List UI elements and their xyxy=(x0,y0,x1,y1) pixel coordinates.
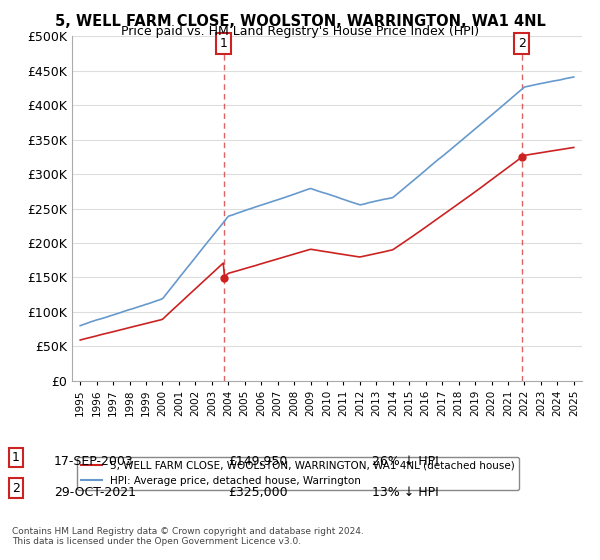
Text: 29-OCT-2021: 29-OCT-2021 xyxy=(54,486,136,499)
Text: 5, WELL FARM CLOSE, WOOLSTON, WARRINGTON, WA1 4NL: 5, WELL FARM CLOSE, WOOLSTON, WARRINGTON… xyxy=(55,14,545,29)
Text: 26% ↓ HPI: 26% ↓ HPI xyxy=(372,455,439,468)
Text: Price paid vs. HM Land Registry's House Price Index (HPI): Price paid vs. HM Land Registry's House … xyxy=(121,25,479,38)
Text: 2: 2 xyxy=(12,482,20,494)
Text: 1: 1 xyxy=(220,37,227,50)
Text: 17-SEP-2003: 17-SEP-2003 xyxy=(54,455,134,468)
Text: Contains HM Land Registry data © Crown copyright and database right 2024.
This d: Contains HM Land Registry data © Crown c… xyxy=(12,526,364,546)
Legend: 5, WELL FARM CLOSE, WOOLSTON, WARRINGTON, WA1 4NL (detached house), HPI: Average: 5, WELL FARM CLOSE, WOOLSTON, WARRINGTON… xyxy=(77,456,520,490)
Text: 2: 2 xyxy=(518,37,526,50)
Text: 1: 1 xyxy=(12,451,20,464)
Text: £149,950: £149,950 xyxy=(228,455,287,468)
Text: £325,000: £325,000 xyxy=(228,486,287,499)
Text: 13% ↓ HPI: 13% ↓ HPI xyxy=(372,486,439,499)
